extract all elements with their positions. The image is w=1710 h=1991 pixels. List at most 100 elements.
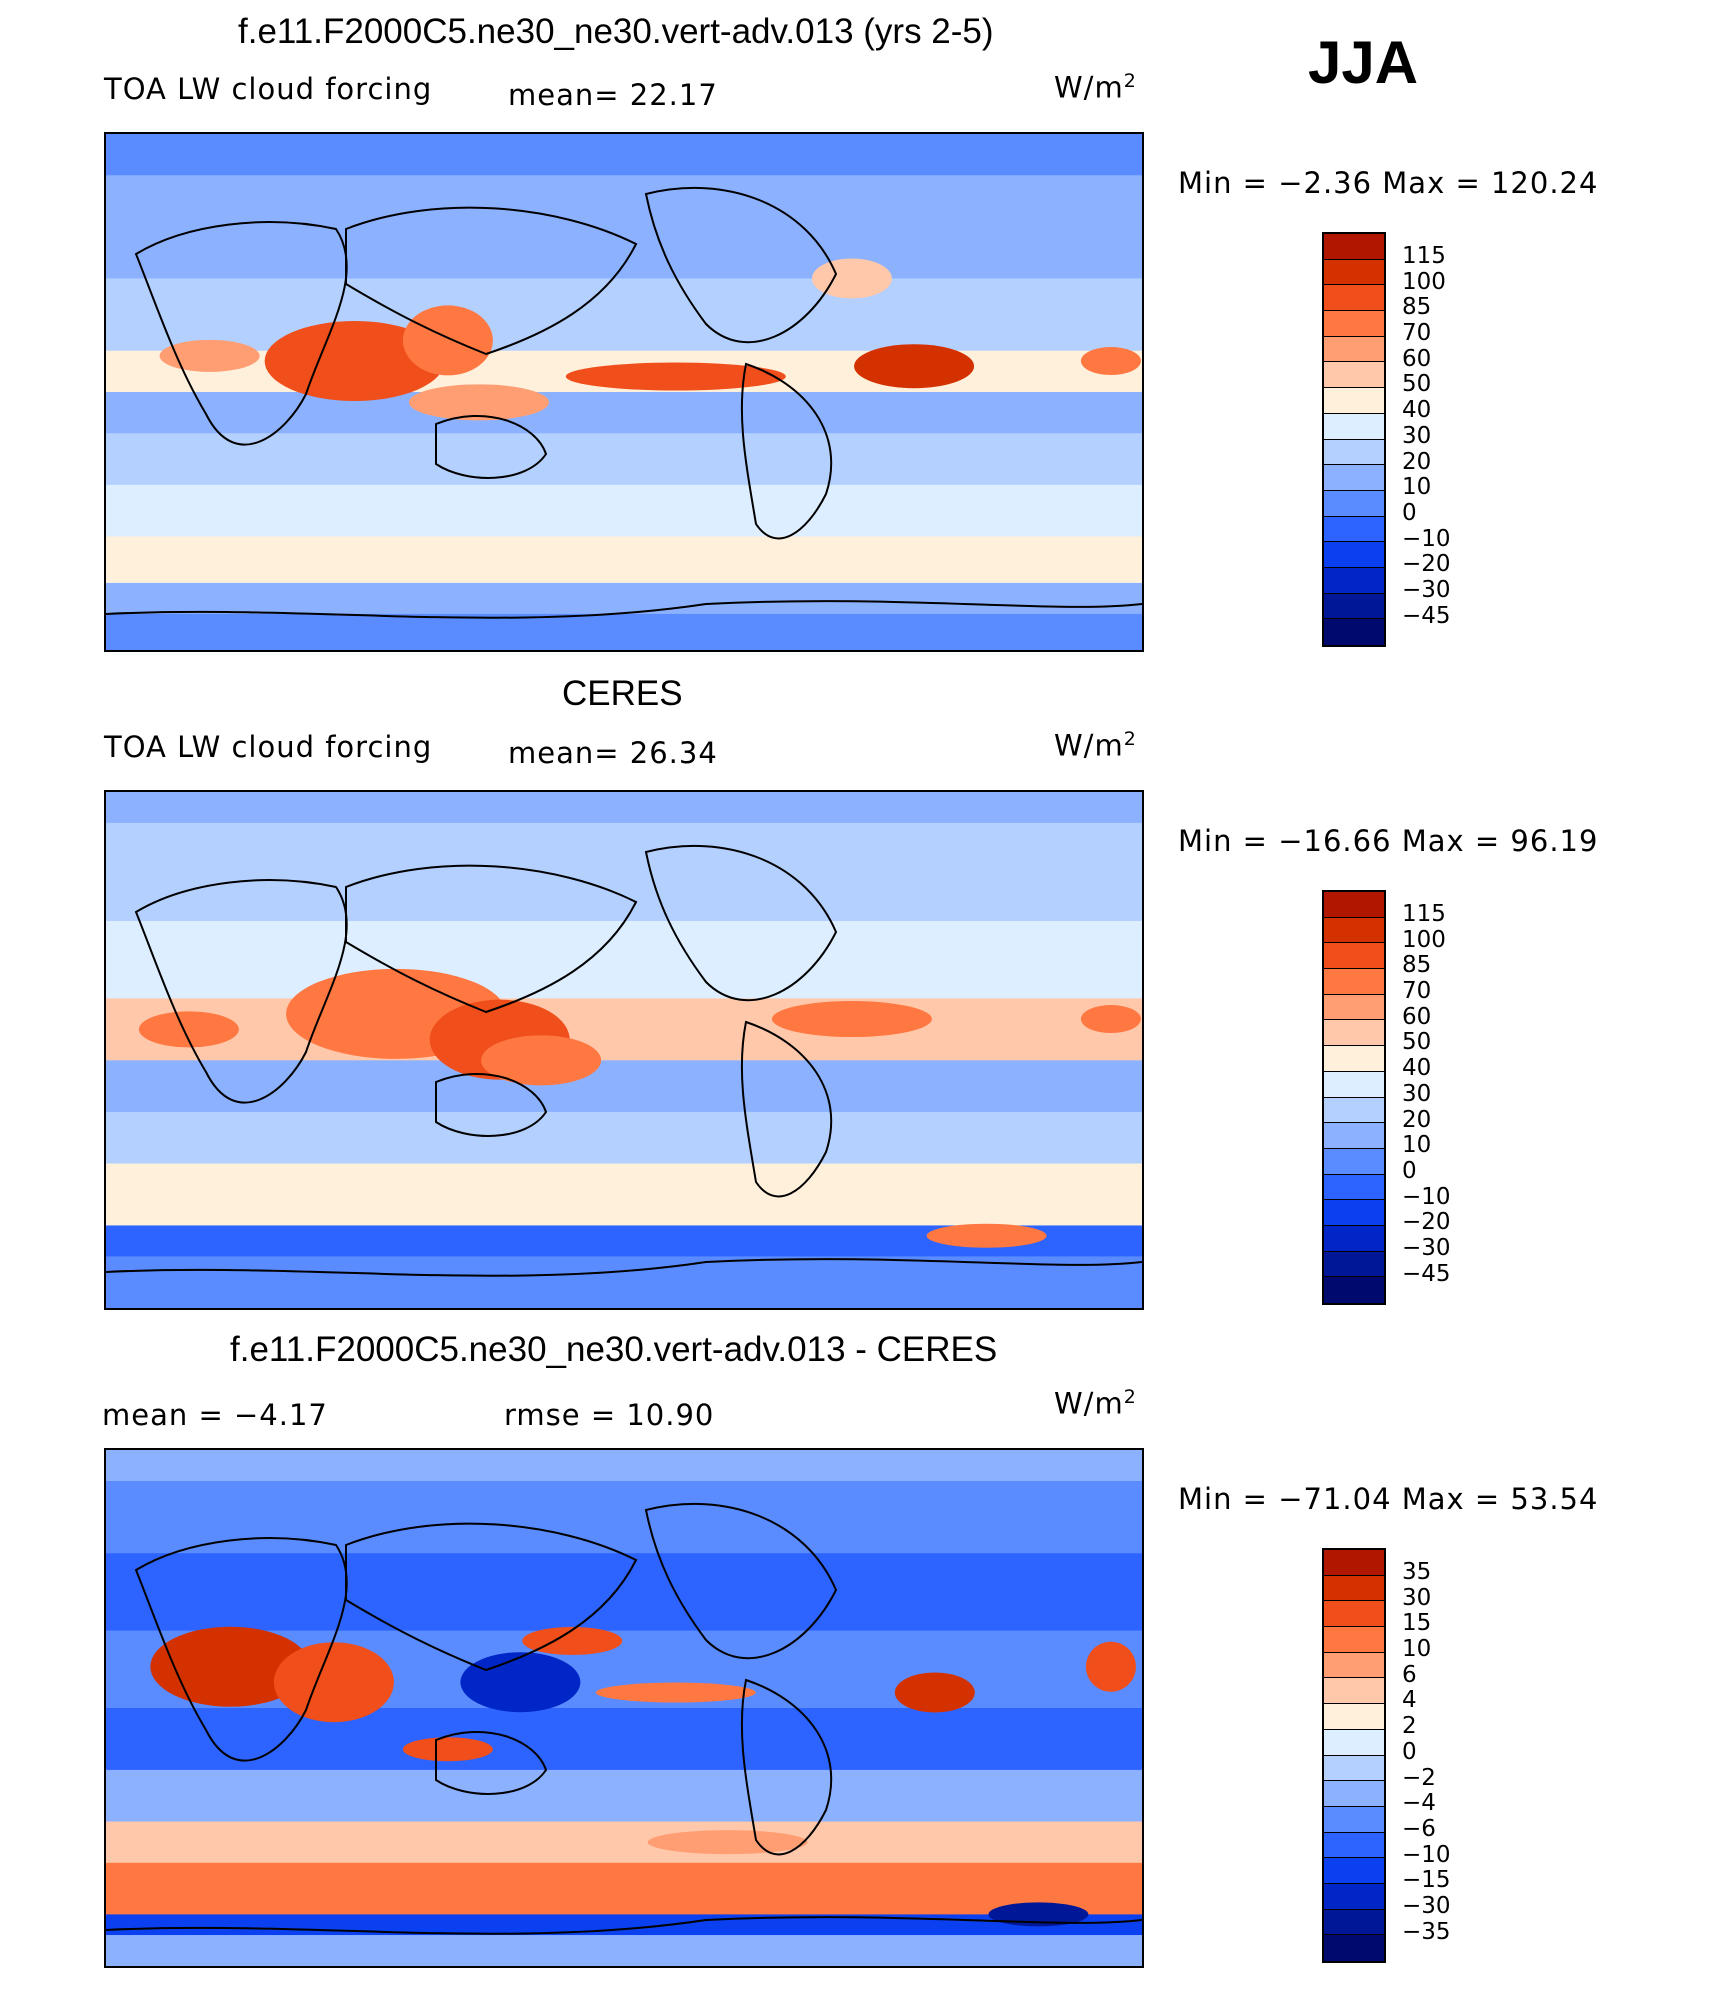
colorbar-cell: [1324, 542, 1384, 568]
colorbar-cell: [1324, 1071, 1384, 1098]
colorbar-tick-label: 60: [1402, 345, 1432, 372]
field-anomaly-blob: [595, 1682, 756, 1703]
colorbar-tick-label: 0: [1402, 1738, 1417, 1765]
colorbar-tick-label: −4: [1402, 1790, 1436, 1817]
colorbar-cell: [1324, 1277, 1384, 1303]
colorbar-tick-label: 70: [1402, 978, 1432, 1005]
panel-3-colorbar-ticks: 35 30 15 10 6 4 2 0 −2 −4 −6 −10 −15 −30 −35: [1402, 1559, 1451, 1945]
colorbar-cell: [1324, 943, 1384, 970]
colorbar-tick-label: −30: [1402, 1892, 1451, 1919]
colorbar-cell: [1324, 490, 1384, 517]
panel-1-title: f.e11.F2000C5.ne30_ne30.vert-adv.013 (yr…: [238, 12, 994, 51]
colorbar-tick-label: 30: [1402, 1584, 1432, 1611]
colorbar-cell: [1324, 388, 1384, 414]
colorbar-cell: [1324, 969, 1384, 995]
panel-2-title: CERES: [562, 674, 683, 713]
coastline: [644, 844, 838, 1002]
field-band: [106, 1163, 1142, 1227]
colorbar-tick-label: 40: [1402, 1055, 1432, 1082]
panel-3-colorbar: [1322, 1548, 1386, 1963]
field-band: [106, 921, 1142, 1000]
field-band: [106, 484, 1142, 538]
colorbar-cell: [1324, 1627, 1384, 1653]
colorbar-tick-label: 2: [1402, 1713, 1417, 1740]
coastline: [106, 1258, 1142, 1277]
colorbar-cell: [1324, 1729, 1384, 1756]
colorbar-cell: [1324, 516, 1384, 543]
colorbar-cell: [1324, 1251, 1384, 1278]
field-band: [106, 1769, 1142, 1823]
colorbar-cell: [1324, 413, 1384, 440]
colorbar-tick-label: 85: [1402, 952, 1432, 979]
units-text: W/m: [1054, 1386, 1124, 1421]
colorbar-tick-label: −6: [1402, 1815, 1436, 1842]
colorbar-tick-label: −45: [1402, 1260, 1451, 1287]
panel-3-units: W/m2: [1054, 1386, 1137, 1421]
colorbar-tick-label: 15: [1402, 1610, 1432, 1637]
field-anomaly-blob: [811, 258, 892, 299]
panel-3-field: [106, 1450, 1142, 1966]
panel-1-variable-label: TOA LW cloud forcing: [104, 72, 433, 106]
panel-3-map: [104, 1448, 1144, 1968]
colorbar-cell: [1324, 917, 1384, 944]
panel-3-rmse: rmse = 10.90: [504, 1398, 715, 1432]
field-band: [106, 1821, 1142, 1864]
field-anomaly-blob: [402, 1737, 493, 1762]
colorbar-cell: [1324, 1781, 1384, 1807]
field-anomaly-blob: [647, 1830, 808, 1855]
colorbar-cell: [1324, 1806, 1384, 1833]
colorbar-tick-label: −10: [1402, 525, 1451, 552]
colorbar-tick-label: −20: [1402, 551, 1451, 578]
field-band: [106, 822, 1142, 922]
colorbar-tick-label: 10: [1402, 1132, 1432, 1159]
colorbar-cell: [1324, 1200, 1384, 1226]
field-band: [106, 392, 1142, 435]
colorbar-cell: [1324, 1883, 1384, 1910]
field-band: [106, 433, 1142, 486]
field-anomaly-blob: [481, 1035, 602, 1086]
field-anomaly-blob: [771, 1001, 932, 1038]
panel-1-colorbar: [1322, 232, 1386, 647]
field-anomaly-blob: [894, 1672, 975, 1713]
colorbar-tick-label: 4: [1402, 1687, 1417, 1714]
field-band: [106, 1060, 1142, 1113]
colorbar-cell: [1324, 439, 1384, 466]
coastline: [134, 879, 348, 1104]
panel-2-units: W/m2: [1054, 728, 1137, 763]
panel-1-map: [104, 132, 1144, 652]
colorbar-cell: [1324, 259, 1384, 286]
colorbar-tick-label: 115: [1402, 901, 1446, 927]
colorbar-tick-label: 40: [1402, 397, 1432, 424]
field-band: [106, 134, 1142, 177]
colorbar-tick-label: 100: [1402, 268, 1446, 295]
colorbar-tick-label: 85: [1402, 294, 1432, 321]
field-band: [106, 613, 1142, 650]
colorbar-tick-label: −30: [1402, 576, 1451, 603]
coastline: [644, 186, 838, 344]
field-band: [106, 1256, 1142, 1308]
colorbar-cell: [1324, 311, 1384, 337]
colorbar-tick-label: 30: [1402, 1080, 1432, 1107]
panel-3-mean: mean = −4.17: [102, 1398, 328, 1432]
colorbar-cell: [1324, 465, 1384, 491]
colorbar-cell: [1324, 285, 1384, 312]
colorbar-tick-label: −35: [1402, 1918, 1451, 1945]
panel-2-colorbar: [1322, 890, 1386, 1305]
panel-2-field: [106, 792, 1142, 1308]
panel-3-title: f.e11.F2000C5.ne30_ne30.vert-adv.013 - C…: [230, 1330, 998, 1369]
field-anomaly-blob: [150, 1626, 311, 1707]
units-sup: 2: [1123, 70, 1137, 92]
field-anomaly-blob: [273, 1642, 394, 1723]
field-anomaly-blob: [522, 1626, 623, 1655]
field-anomaly-blob: [565, 362, 786, 391]
colorbar-tick-label: −20: [1402, 1209, 1451, 1236]
field-band: [106, 1935, 1142, 1966]
colorbar-cell: [1324, 1174, 1384, 1201]
colorbar-tick-label: 100: [1402, 926, 1446, 953]
coastline: [740, 362, 833, 540]
colorbar-tick-label: 60: [1402, 1003, 1432, 1030]
colorbar-cell: [1324, 593, 1384, 620]
panel-2-minmax: Min = −16.66 Max = 96.19: [1178, 824, 1599, 858]
colorbar-cell: [1324, 1858, 1384, 1884]
coastline: [106, 600, 1142, 619]
